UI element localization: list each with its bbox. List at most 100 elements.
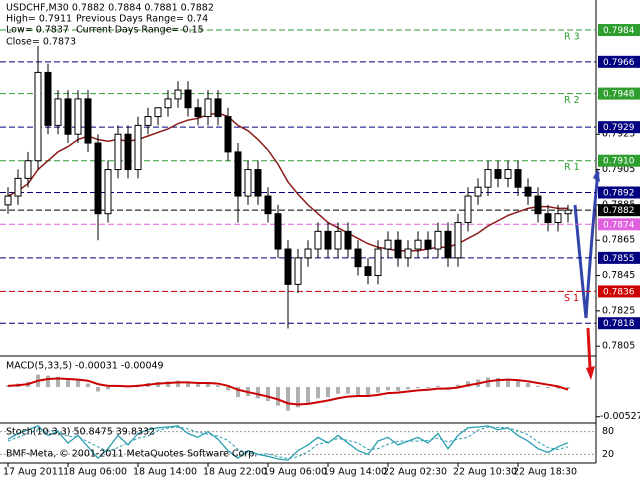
x-tick-label: 18 Aug 22:00 (203, 467, 267, 478)
macd-bar (276, 386, 280, 406)
candle-body (474, 186, 482, 197)
macd-bar (546, 386, 550, 389)
candle-body (164, 98, 172, 109)
candle-body (534, 195, 542, 215)
level-label-box (598, 218, 640, 231)
pivot-label: R 3 (564, 32, 580, 43)
candle-body (154, 107, 162, 118)
macd-bar (176, 380, 180, 387)
level-label-box (598, 154, 640, 167)
x-tick-label: 22 Aug 10:30 (453, 467, 517, 478)
candle-body (144, 116, 152, 126)
macd-bar (216, 385, 220, 387)
macd-bar (86, 383, 90, 387)
candle-body (554, 213, 562, 224)
candle-body (464, 195, 472, 224)
level-label: 0.7818 (603, 319, 635, 329)
macd-bar (536, 385, 540, 387)
candle-body (314, 230, 322, 250)
candle-body (424, 239, 432, 250)
level-label: 0.7910 (603, 157, 635, 167)
x-tick-label: 18 Aug 06:00 (63, 467, 127, 478)
macd-bar (236, 386, 240, 398)
candle-body (354, 248, 362, 268)
macd-bar (66, 380, 70, 387)
candle-body (264, 195, 272, 215)
candle-body (114, 133, 122, 171)
macd-bar (6, 385, 10, 387)
x-tick-label: 22 Aug 02:30 (383, 467, 447, 478)
forecast-arrow (586, 327, 592, 369)
macd-bar (326, 386, 330, 398)
macd-bar (566, 386, 570, 389)
macd-bar (266, 386, 270, 402)
macd-bar (336, 386, 340, 394)
arrow-head (593, 168, 600, 182)
candle-body (4, 195, 12, 206)
macd-bar (496, 377, 500, 387)
candle-body (84, 98, 92, 144)
candle-body (454, 222, 462, 259)
candle-body (104, 169, 112, 215)
macd-bar (436, 385, 440, 387)
candle-body (184, 89, 192, 109)
panel-title: MACD(5,33,5) -0.00031 -0.00049 (6, 361, 164, 372)
pivot-label: R 2 (564, 95, 580, 106)
candle-body (14, 177, 22, 197)
candle-body (364, 266, 372, 277)
candle-body (324, 230, 332, 250)
candle-body (444, 230, 452, 259)
level-label: 0.7855 (603, 254, 635, 264)
candle-body (94, 142, 102, 215)
macd-bar (206, 383, 210, 387)
level-label: 0.7948 (603, 90, 635, 100)
level-label-box (598, 317, 640, 330)
macd-bar (226, 386, 230, 391)
candle-body (294, 257, 302, 285)
macd-bar (56, 376, 60, 387)
macd-bar (386, 386, 390, 391)
macd-bar (356, 386, 360, 395)
macd-bar (406, 386, 410, 390)
y-tick-label: 0.7905 (602, 164, 635, 175)
candle-body (394, 239, 402, 259)
level-label-box (598, 24, 640, 37)
candle-body (414, 239, 422, 250)
macd-bar (46, 375, 50, 387)
x-tick-label: 22 Aug 18:30 (513, 467, 577, 478)
macd-bar (506, 378, 510, 387)
macd-bar (306, 386, 310, 403)
level-label-box (598, 121, 640, 134)
candle-body (564, 209, 572, 215)
candle-body (64, 98, 72, 135)
candle-body (204, 98, 212, 118)
macd-bar (556, 386, 560, 389)
stoch-line (7, 426, 569, 460)
macd-bar (196, 384, 200, 387)
panel-title: Stoch(10,3,3) 50.8475 39.8332 (6, 427, 155, 438)
candle-body (34, 71, 42, 162)
candle-body (524, 186, 532, 197)
candle-body (194, 107, 202, 118)
macd-bar (256, 386, 260, 399)
macd-bar (426, 386, 430, 389)
pivot-label: S 1 (564, 293, 579, 304)
y-tick-label: 0.7865 (602, 235, 635, 246)
y-tick-label: -0.00527 (600, 411, 640, 422)
candle-body (24, 160, 32, 179)
candle-body (274, 213, 282, 250)
level-label-box (598, 87, 640, 100)
level-label-box (598, 251, 640, 264)
level-label-box (598, 204, 640, 217)
candle-body (134, 124, 142, 171)
candle-body (514, 169, 522, 188)
candle-body (504, 169, 512, 179)
x-tick-label: 19 Aug 14:00 (323, 467, 387, 478)
macd-bar (76, 380, 80, 387)
macd-bar (316, 386, 320, 399)
macd-bar (346, 386, 350, 394)
y-tick-label: 0.7845 (602, 270, 635, 281)
candle-body (404, 248, 412, 259)
pivot-label: R 1 (564, 162, 580, 173)
macd-bar (396, 386, 400, 391)
